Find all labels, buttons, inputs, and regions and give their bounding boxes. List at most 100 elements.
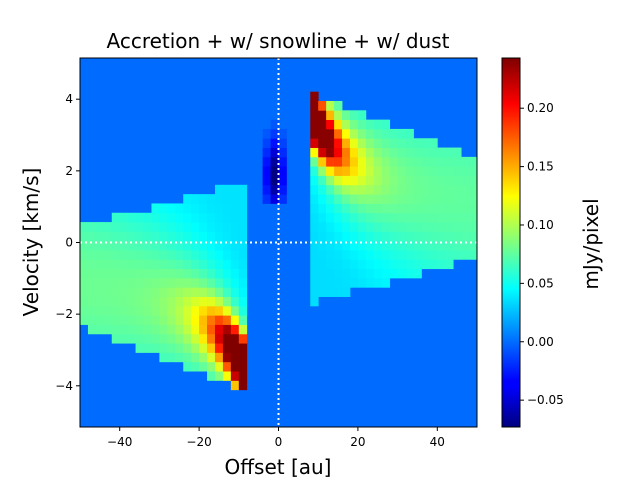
heatmap-cell [80,250,89,260]
heatmap-cell [318,156,327,167]
heatmap-cell [238,371,248,381]
heatmap-cell [175,305,184,316]
heatmap-cell [310,128,319,139]
heatmap-cell [167,277,176,288]
heatmap-cell [357,175,367,186]
heatmap-cell [262,175,271,186]
heatmap-cell [222,296,232,307]
colorbar-tick-label: 0.10 [527,218,554,232]
heatmap-cell [405,184,414,195]
heatmap-cell [87,296,97,307]
heatmap-cell [127,296,136,307]
heatmap-cell [357,222,367,232]
heatmap-cell [119,296,129,307]
heatmap-cell [365,138,375,148]
heatmap-cell [389,138,398,148]
heatmap-cell [310,287,319,297]
heatmap-cell [453,194,462,204]
heatmap-cell [421,222,430,232]
heatmap-cell [238,315,248,325]
heatmap-cell [334,194,343,204]
heatmap-cell [87,222,97,232]
heatmap-cell [318,147,327,158]
heatmap-cell [127,231,136,242]
heatmap-cell [167,222,176,232]
heatmap-cell [222,324,232,335]
heatmap-cell [87,259,97,270]
heatmap-cell [214,305,224,316]
heatmap-cell [127,305,136,316]
heatmap-cell [151,296,160,307]
heatmap-cell [461,156,470,167]
heatmap-cell [381,119,391,130]
heatmap-cell [326,166,335,176]
heatmap-cell [334,259,343,270]
heatmap-cell [207,222,216,232]
heatmap-cell [103,315,113,325]
heatmap-cell [230,333,240,344]
heatmap-cell [310,100,319,111]
heatmap-cell [326,268,335,279]
heatmap-cell [270,156,279,167]
heatmap-cell [278,175,287,186]
heatmap-cell [151,324,160,335]
heatmap-cell [413,138,422,148]
heatmap-cell [381,147,391,158]
heatmap-cell [103,222,113,232]
heatmap-cell [214,277,224,288]
colorbar-tick-label: 0.00 [527,335,554,349]
x-tick-label: −20 [186,435,211,449]
heatmap-cell [349,138,359,148]
heatmap-cell [238,194,248,204]
x-tick-label: 20 [350,435,365,449]
heatmap-cell [191,231,200,242]
heatmap-cell [222,371,232,381]
heatmap-cell [159,296,168,307]
heatmap-cell [397,194,406,204]
heatmap-cell [429,240,438,251]
heatmap-cell [461,222,470,232]
heatmap-cell [119,240,129,251]
heatmap-cell [270,128,279,139]
heatmap-cell [453,203,462,214]
heatmap-cell [199,296,208,307]
heatmap-cell [238,222,248,232]
heatmap-cell [119,222,129,232]
heatmap-cell [159,305,168,316]
x-axis-ticks: −40 −20 0 20 40 [107,427,445,449]
heatmap-cell [326,156,335,167]
heatmap-cell [373,277,383,288]
heatmap-cell [127,287,136,297]
heatmap-cell [270,175,279,186]
heatmap-cell [381,268,391,279]
heatmap-cell [278,184,287,195]
heatmap-cell [429,203,438,214]
heatmap-cell [310,240,319,251]
heatmap-cell [389,212,398,223]
heatmap-cell [453,250,462,260]
heatmap-cell [397,147,406,158]
heatmap-cell [95,240,105,251]
heatmap-cell [135,343,144,353]
heatmap-cell [199,352,208,363]
heatmap-cell [326,175,335,186]
heatmap-cell [397,203,406,214]
heatmap-cell [373,268,383,279]
heatmap-cell [207,296,216,307]
heatmap-cell [151,305,160,316]
heatmap-cell [270,147,279,158]
heatmap-cell [95,324,105,335]
heatmap-cell [207,333,216,344]
heatmap-cell [191,296,200,307]
heatmap-cell [310,194,319,204]
heatmap-cell [167,212,176,223]
heatmap-cell [342,138,351,148]
heatmap-cell [318,222,327,232]
y-tick-label: −4 [55,379,73,393]
heatmap-cell [151,333,160,344]
heatmap-cell [135,287,144,297]
heatmap-cell [453,222,462,232]
heatmap-cell [421,175,430,186]
heatmap-cell [349,231,359,242]
heatmap-cell [381,184,391,195]
